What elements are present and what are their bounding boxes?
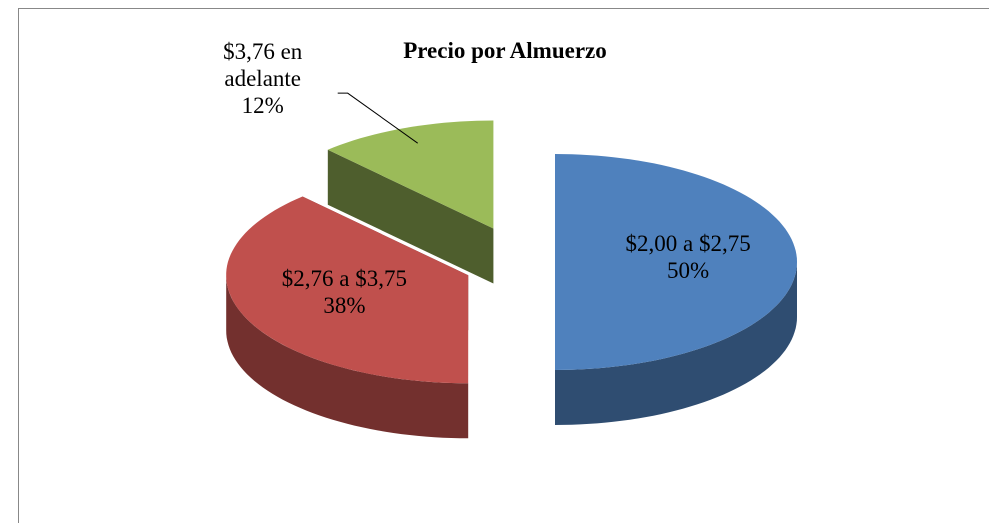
slice — [555, 154, 797, 370]
slice-side — [327, 149, 494, 284]
chart-title: Precio por Almuerzo — [403, 38, 607, 63]
slice-wall — [555, 262, 797, 425]
chart-frame — [18, 8, 989, 523]
slice — [226, 196, 469, 384]
slice-wall — [226, 275, 469, 439]
slice-percent: 12% — [241, 93, 284, 119]
slice — [327, 120, 494, 229]
slice-percent: 50% — [667, 258, 710, 283]
slice-label: $2,00 a $2,75 — [625, 231, 751, 256]
leader-line — [337, 92, 419, 144]
slice-label: $3,76 en adelante — [223, 39, 303, 92]
slice-percent: 38% — [323, 293, 366, 319]
slice-label: $2,76 a $3,75 — [281, 266, 408, 292]
